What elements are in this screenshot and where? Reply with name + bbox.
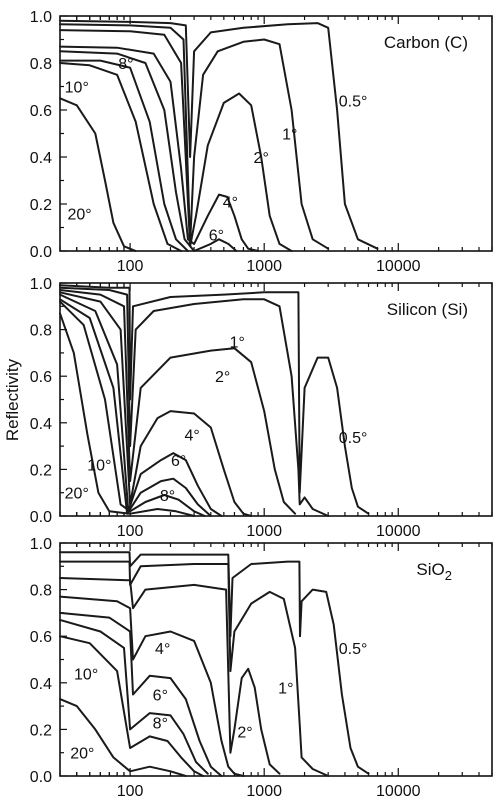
curve-label: 6°	[171, 453, 186, 470]
x-tick-label: 10000	[376, 523, 421, 540]
series-line	[59, 551, 370, 775]
y-tick-label: 1.0	[30, 9, 52, 26]
y-tick-label: 0.6	[30, 103, 52, 120]
y-tick-label: 0.6	[30, 629, 52, 646]
series-line	[59, 577, 281, 775]
y-tick-label: 0.4	[30, 676, 52, 693]
curve-label: 20°	[65, 486, 89, 503]
curve-label: 4°	[184, 427, 199, 444]
curve-label: 0.5°	[339, 430, 368, 447]
y-tick-label: 0.2	[30, 722, 52, 739]
y-tick-label: 0.6	[30, 369, 52, 386]
chart-panel-3: 0.0 0.2 0.4 0.6 0.8 1.0 100 1000 10000 0.5° 1° 2° 4°…	[30, 536, 493, 800]
series-line	[59, 595, 245, 777]
x-tick-label: 1000	[246, 783, 282, 800]
y-axis-label: Reflectivity	[3, 358, 22, 441]
series-line	[59, 698, 187, 777]
curve-label: 2°	[254, 150, 269, 167]
y-tick-label: 0.8	[30, 583, 52, 600]
y-tick-label: 1.0	[30, 536, 52, 553]
series-line	[59, 59, 189, 252]
series-line	[59, 29, 293, 252]
series-line	[59, 45, 260, 252]
curve-label: 4°	[155, 641, 170, 658]
series-line	[59, 618, 209, 775]
chart-panels: 0.0 0.2 0.4 0.6 0.8 1.0 100 1000 10000 0.5° 1° 2° 4°…	[30, 9, 493, 800]
y-tick-label: 0.8	[30, 323, 52, 340]
x-tick-label: 100	[117, 783, 144, 800]
series-line	[59, 50, 238, 252]
y-tick-label: 1.0	[30, 276, 52, 293]
series-line	[59, 19, 379, 250]
series-line	[59, 289, 297, 515]
curve-label: 6°	[209, 228, 224, 245]
y-tick-label: 0.0	[30, 769, 52, 786]
curve-label: 4°	[223, 195, 238, 212]
series-line	[59, 611, 223, 777]
y-tick-label: 0.4	[30, 416, 52, 433]
series-line	[59, 286, 330, 517]
curve-label: 20°	[67, 206, 91, 223]
curve-label: 6°	[153, 687, 168, 704]
series-line	[59, 635, 205, 777]
material-title: Carbon (C)	[384, 33, 468, 52]
x-tick-label: 10000	[376, 258, 421, 275]
curve-label: 20°	[70, 746, 94, 763]
series-line	[59, 560, 330, 777]
curve-label: 2°	[237, 725, 252, 742]
y-tick-label: 0.4	[30, 150, 52, 167]
curve-label: 10°	[87, 458, 111, 475]
curve-label: 0.5°	[339, 94, 368, 111]
x-tick-label: 1000	[246, 258, 282, 275]
y-tick-label: 0.0	[30, 509, 52, 526]
x-tick-label: 10000	[376, 783, 421, 800]
curve-label: 2°	[215, 369, 230, 386]
series-line	[59, 298, 212, 517]
y-tick-label: 0.2	[30, 197, 52, 214]
curve-label: 1°	[230, 334, 245, 351]
series-line	[59, 293, 223, 517]
curve-label: 8°	[118, 56, 133, 73]
x-tick-label: 100	[117, 258, 144, 275]
curve-label: 10°	[65, 80, 89, 97]
series-line	[59, 97, 137, 252]
curve-label: 10°	[74, 666, 98, 683]
series-line	[59, 62, 183, 252]
y-tick-label: 0.8	[30, 56, 52, 73]
series-line	[59, 23, 330, 250]
curve-label: 0.5°	[339, 641, 368, 658]
curve-label: 1°	[278, 680, 293, 697]
curve-label: 1°	[282, 127, 297, 144]
series-line	[59, 291, 253, 517]
curve-label: 8°	[153, 715, 168, 732]
curve-label: 8°	[160, 488, 175, 505]
material-title: Silicon (Si)	[387, 300, 468, 319]
chart-panel-2: 0.0 0.2 0.4 0.6 0.8 1.0 100 1000 10000 0.5° 1° 2° 4°…	[30, 276, 493, 540]
series-line	[59, 300, 206, 517]
series-line	[59, 284, 370, 515]
x-tick-label: 1000	[246, 523, 282, 540]
material-title: SiO2	[416, 560, 452, 583]
y-tick-label: 0.0	[30, 244, 52, 261]
series-line	[59, 312, 196, 517]
chart-panel-1: 0.0 0.2 0.4 0.6 0.8 1.0 100 1000 10000 0.5° 1° 2° 4°…	[30, 9, 493, 275]
y-tick-label: 0.2	[30, 462, 52, 479]
x-tick-label: 100	[117, 523, 144, 540]
